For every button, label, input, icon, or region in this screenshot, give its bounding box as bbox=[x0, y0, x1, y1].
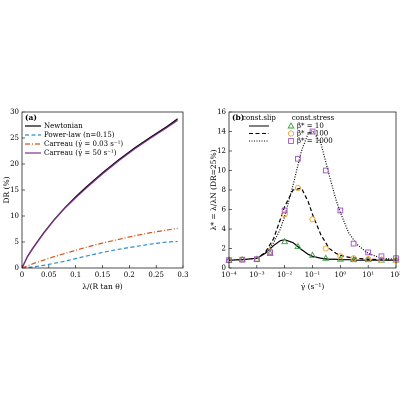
marker bbox=[308, 251, 317, 258]
y-tick-label: 6 bbox=[222, 206, 227, 214]
y-tick-label: 10 bbox=[10, 212, 19, 220]
legend-label: β* = 10 bbox=[297, 122, 324, 130]
legend-label: β* = 100 bbox=[297, 130, 328, 138]
series-line bbox=[21, 227, 178, 269]
marker bbox=[337, 253, 344, 260]
marker bbox=[253, 256, 260, 263]
series-line bbox=[228, 129, 397, 261]
y-tick-label: 5 bbox=[15, 238, 19, 246]
panel-label: (b) bbox=[232, 113, 244, 122]
panel-label: (a) bbox=[25, 113, 37, 122]
legend-label: β* = 1000 bbox=[297, 137, 333, 145]
y-tick-label: 4 bbox=[222, 225, 227, 233]
y-tick-label: 10 bbox=[217, 167, 226, 175]
legend-label: Carreau (γ̇ = 50 s⁻¹) bbox=[44, 149, 117, 157]
marker bbox=[350, 255, 357, 262]
x-tick-label: 10⁻³ bbox=[249, 271, 265, 279]
y-tick-label: 30 bbox=[10, 108, 19, 116]
x-tick-label: 10⁻¹ bbox=[305, 271, 321, 279]
marker bbox=[365, 249, 372, 256]
x-tick-label: 10² bbox=[390, 271, 400, 279]
marker bbox=[322, 167, 329, 174]
marker bbox=[322, 245, 329, 252]
x-tick-label: 0.05 bbox=[41, 271, 57, 279]
legend-header: const.slip bbox=[242, 114, 276, 122]
marker bbox=[309, 216, 316, 223]
x-tick-label: 10⁰ bbox=[334, 271, 346, 279]
marker bbox=[267, 249, 273, 256]
y-tick-label: 25 bbox=[10, 134, 19, 142]
y-tick-label: 16 bbox=[217, 108, 226, 116]
marker bbox=[378, 253, 385, 260]
marker bbox=[350, 255, 358, 263]
x-tick-label: 10⁻² bbox=[277, 271, 293, 279]
y-tick-label: 8 bbox=[222, 186, 226, 194]
legend-marker bbox=[287, 130, 295, 137]
x-tick-label: 0.3 bbox=[177, 271, 188, 279]
marker bbox=[350, 240, 357, 247]
series-line bbox=[21, 119, 178, 269]
x-tick-label: 10⁻⁴ bbox=[221, 271, 237, 279]
legend-marker bbox=[287, 122, 295, 129]
marker bbox=[337, 207, 344, 214]
legend-label: Power-law (n=0.15) bbox=[44, 131, 115, 139]
series-line bbox=[21, 240, 178, 269]
legend-label: Newtonian bbox=[44, 122, 83, 130]
x-tick-label: 0.15 bbox=[95, 271, 111, 279]
y-tick-label: 12 bbox=[217, 147, 226, 155]
marker bbox=[239, 256, 246, 263]
legend-header: const.stress bbox=[292, 114, 335, 122]
marker bbox=[266, 249, 274, 256]
marker bbox=[322, 254, 330, 261]
x-axis-label: λ/(R tan θ) bbox=[82, 282, 122, 291]
plot-frame bbox=[228, 111, 397, 269]
marker bbox=[295, 155, 301, 162]
marker bbox=[281, 211, 288, 218]
marker bbox=[378, 256, 385, 263]
series-line bbox=[228, 187, 397, 261]
y-tick-label: 2 bbox=[222, 245, 226, 253]
marker bbox=[365, 256, 372, 263]
x-tick-label: 0.25 bbox=[148, 271, 164, 279]
marker bbox=[309, 128, 316, 135]
legend-marker bbox=[288, 138, 294, 144]
y-axis-label: DR (%) bbox=[2, 176, 11, 203]
marker bbox=[281, 237, 289, 245]
y-tick-label: 15 bbox=[10, 186, 19, 194]
x-tick-label: 0.2 bbox=[124, 271, 135, 279]
marker bbox=[281, 207, 288, 214]
x-tick-label: 0 bbox=[20, 271, 24, 279]
x-axis-label: γ̇ (s⁻¹) bbox=[301, 282, 325, 291]
x-tick-label: 0.1 bbox=[70, 271, 81, 279]
marker bbox=[294, 242, 302, 249]
legend-label: Carreau (γ̇ = 0.03 s⁻¹) bbox=[44, 140, 123, 148]
plot-frame bbox=[21, 111, 184, 269]
y-tick-label: 0 bbox=[222, 264, 226, 272]
y-tick-label: 20 bbox=[10, 160, 19, 168]
y-tick-label: 14 bbox=[217, 128, 226, 136]
y-tick-label: 0 bbox=[15, 264, 19, 272]
marker bbox=[294, 184, 301, 192]
x-tick-label: 10¹ bbox=[362, 271, 374, 279]
y-axis-label: λ* = λ/λN (DR=25%) bbox=[209, 149, 218, 230]
